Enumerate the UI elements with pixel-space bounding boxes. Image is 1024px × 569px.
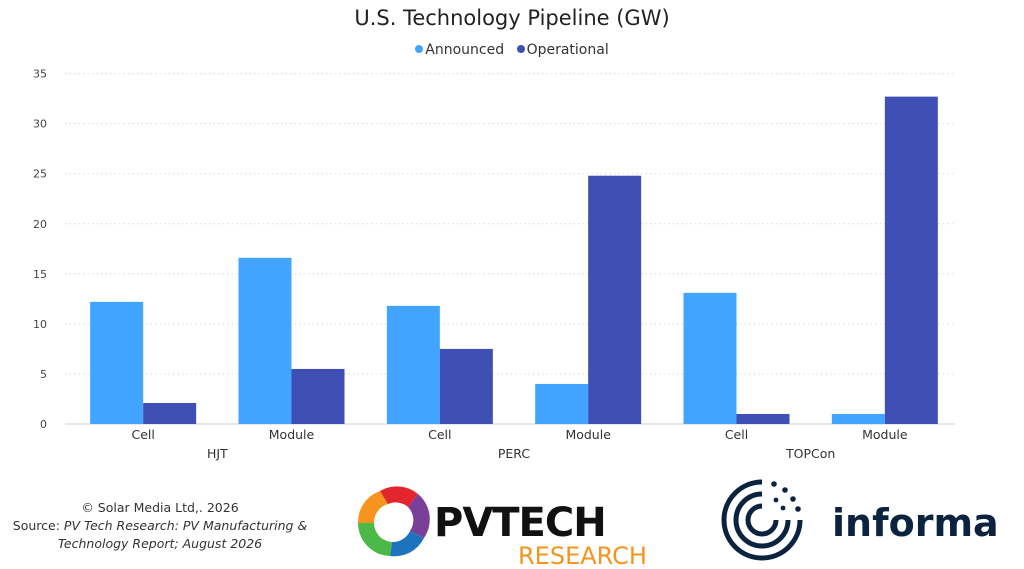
bar-announced-topcon-module [831,413,885,424]
y-tick-label-20: 20 [33,218,47,231]
legend: Announced Operational [0,42,1024,58]
x-group-label-hjt: HJT [207,446,228,461]
source-title-1: PV Tech Research: PV Manufacturing & [63,518,308,533]
x-group-label-topcon: TOPCon [785,446,835,461]
y-tick-label-35: 35 [33,68,47,81]
source-line-1: Source: PV Tech Research: PV Manufacturi… [10,517,310,535]
x-tick-label-topcon-cell: Cell [725,427,748,442]
bar-announced-perc-cell [386,305,440,424]
y-tick-label-30: 30 [33,118,47,131]
y-tick-label-10: 10 [33,318,47,331]
legend-item-announced[interactable]: Announced [415,42,504,58]
bar-operational-topcon-cell [736,413,790,424]
pvtech-wordmark: PVTECH [434,500,606,546]
informa-wordmark: informa [832,501,999,545]
bar-operational-perc-cell [439,348,493,424]
x-group-label-perc: PERC [498,446,530,461]
copyright-text: © Solar Media Ltd,. 2026 [81,500,239,515]
y-tick-label-25: 25 [33,168,47,181]
pvtech-research-logo: PVTECH RESEARCH [357,486,647,568]
y-tick-label-15: 15 [33,268,47,281]
footer: © Solar Media Ltd,. 2026 Source: PV Tech… [10,499,310,553]
x-tick-label-perc-cell: Cell [428,427,451,442]
pvtech-subtitle: RESEARCH [518,542,647,568]
legend-dot-announced [415,45,424,53]
source-title-2: Technology Report; August 2026 [57,536,263,551]
bar-operational-topcon-module [884,96,938,425]
legend-label-announced: Announced [425,42,505,58]
bar-chart: 0 5 10 15 20 25 30 35 Cell Module Cell Module Cell Mo… [33,68,955,461]
y-tick-label-5: 5 [40,368,47,381]
bar-announced-hjt-module [238,257,292,424]
bar-operational-hjt-cell [143,402,197,424]
y-tick-label-0: 0 [40,418,47,431]
bar-operational-hjt-module [291,368,345,424]
x-tick-label-hjt-module: Module [269,427,315,442]
legend-item-operational[interactable]: Operational [516,42,609,58]
x-tick-label-perc-module: Module [565,427,611,442]
informa-logo: informa [721,479,999,561]
legend-label-operational: Operational [526,42,609,58]
bar-operational-perc-module [588,175,642,424]
x-tick-label-hjt-cell: Cell [131,427,154,442]
bar-announced-topcon-cell [683,292,737,424]
bar-announced-perc-module [535,383,589,424]
bar-announced-hjt-cell [90,301,144,424]
informa-mark-icon [721,479,803,561]
chart-title: U.S. Technology Pipeline (GW) [354,6,670,30]
source-prefix: Source: [12,518,64,533]
pvtech-ring-icon [357,486,430,557]
legend-dot-operational [516,45,525,53]
x-tick-label-topcon-module: Module [862,427,908,442]
